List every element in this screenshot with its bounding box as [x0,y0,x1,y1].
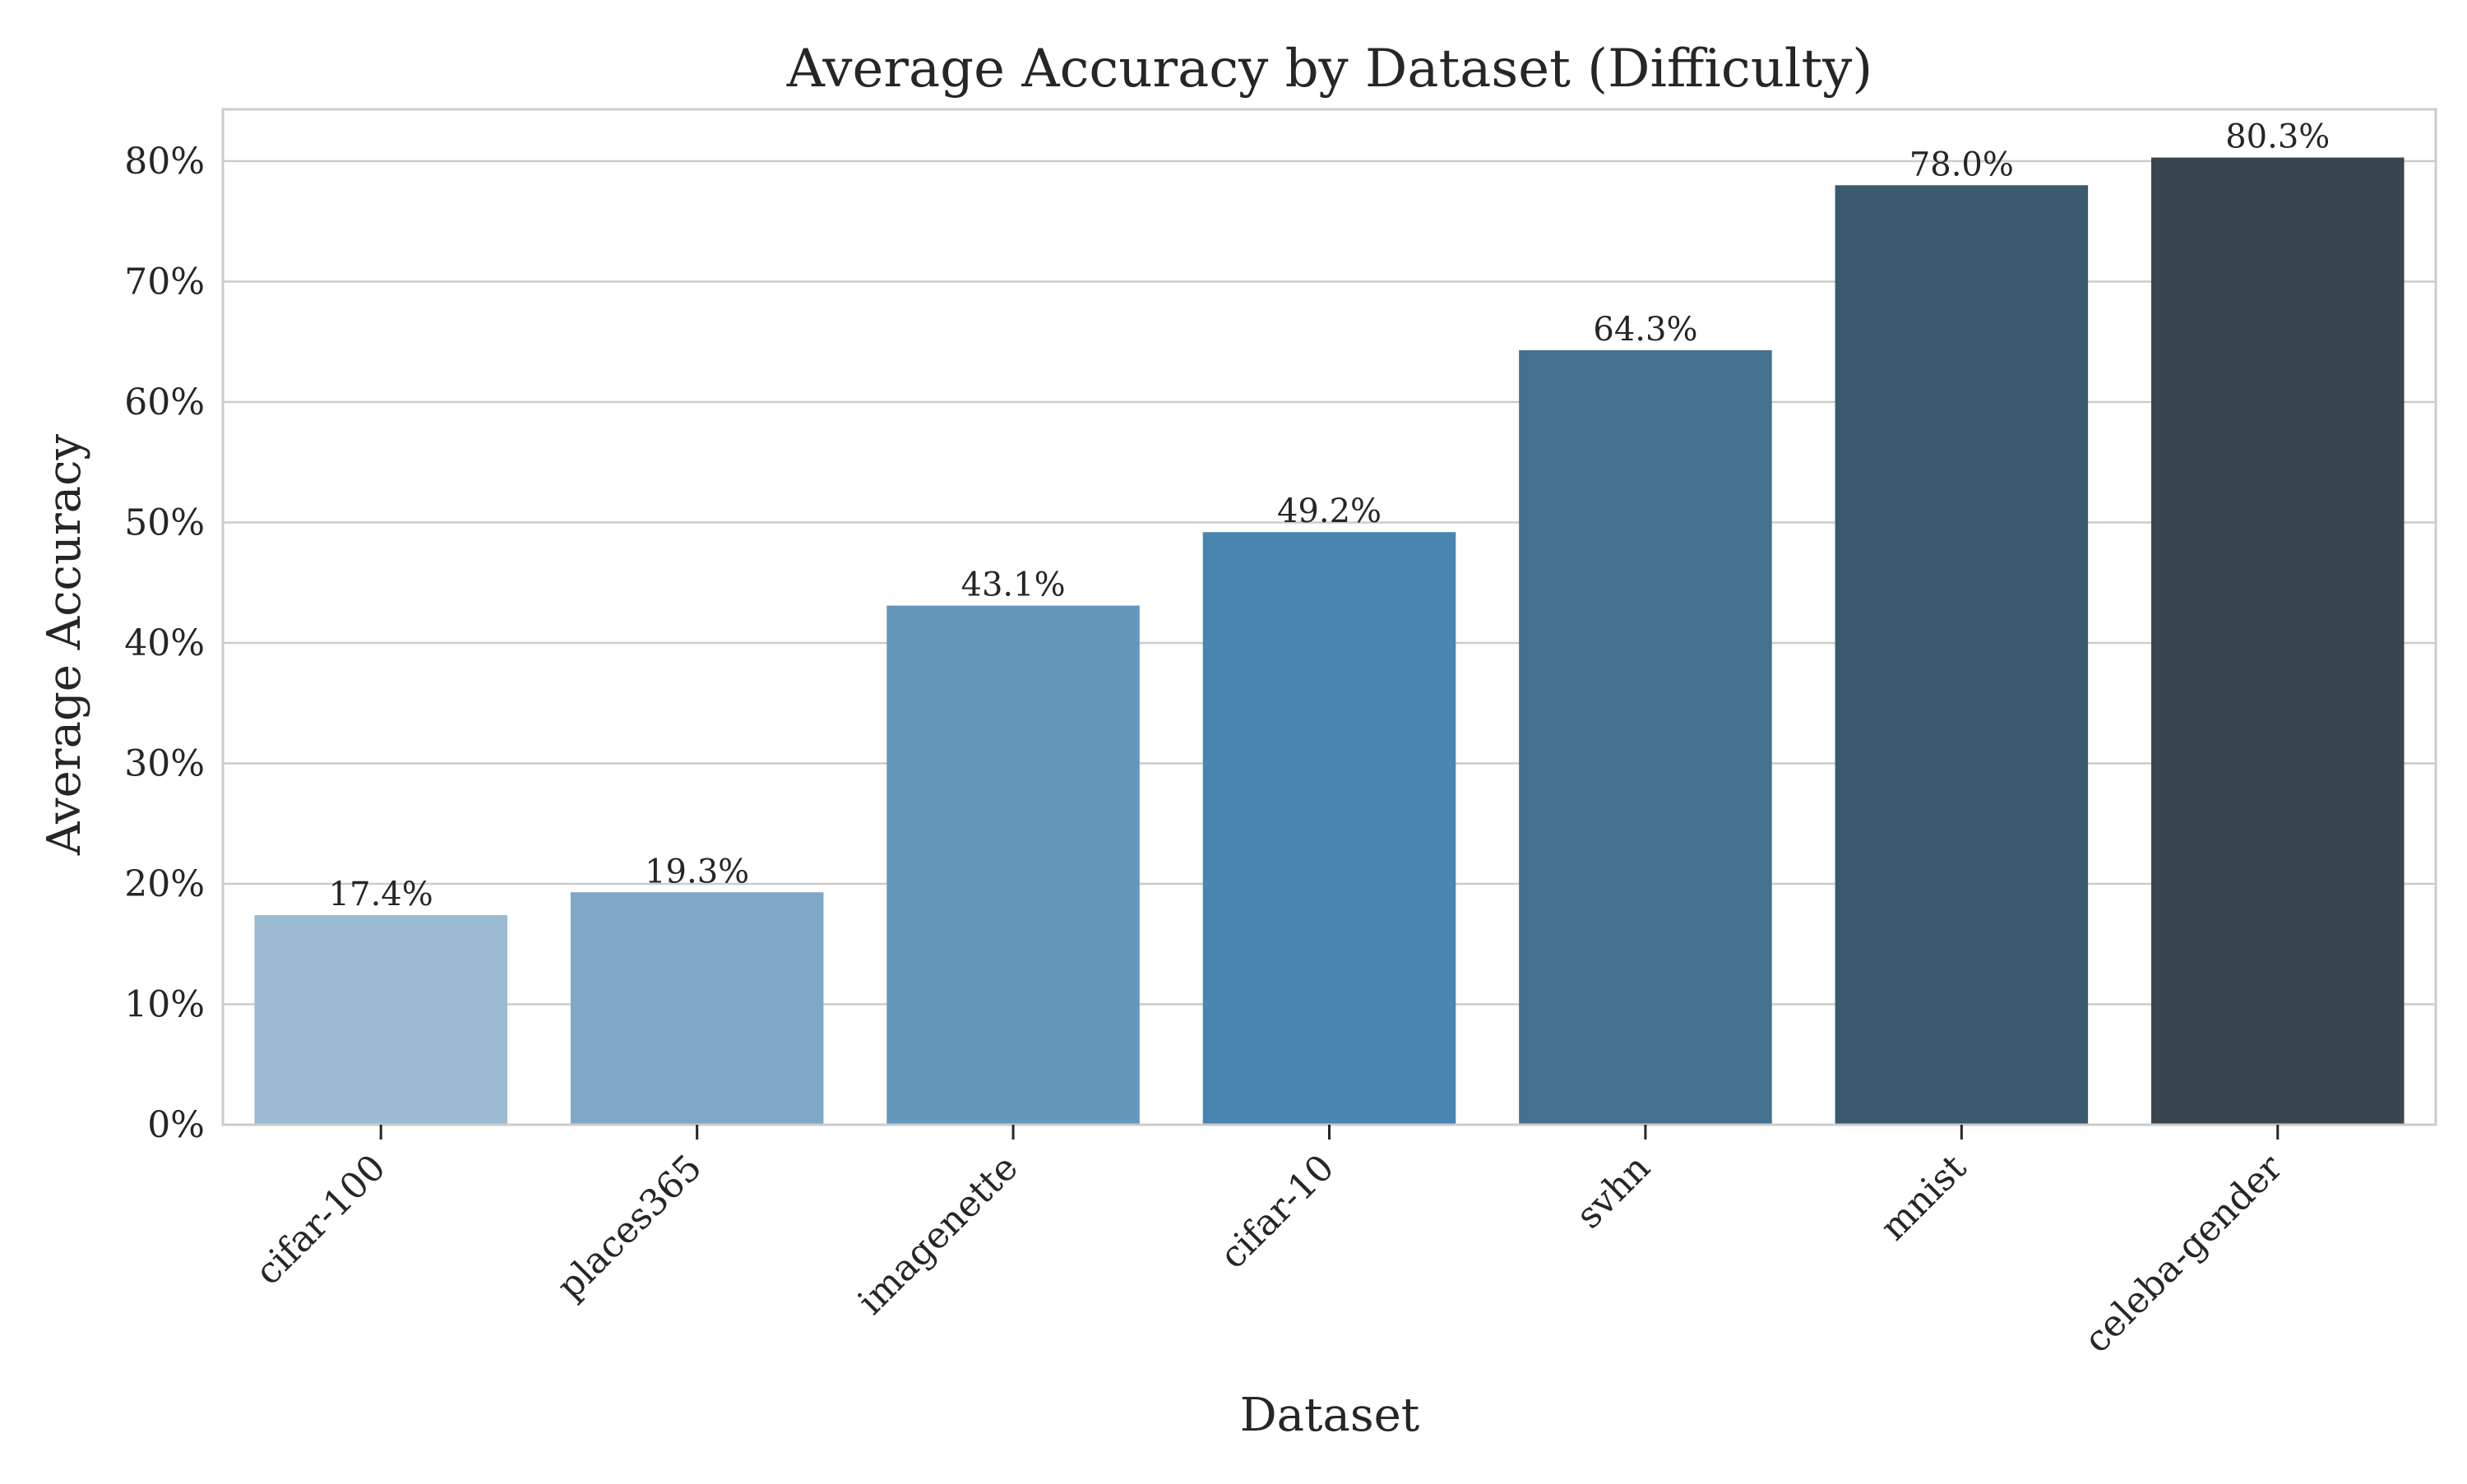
data-label: 43.1% [961,566,1066,604]
y-axis-label: Average Accuracy [38,434,91,857]
bars [254,157,2405,1126]
data-label: 19.3% [645,853,749,890]
data-label: 49.2% [1277,492,1382,530]
y-tick-label: 20% [124,863,205,905]
y-tick-label: 10% [124,983,205,1025]
y-tick-label: 30% [124,742,205,784]
bar-cifar-10 [1202,532,1456,1125]
bar-svhn [1519,350,1772,1125]
data-labels: 17.4% 19.3% 43.1% 49.2% 64.3% 78.0% 80.3% [329,118,2330,913]
bar-mnist [1835,185,2089,1125]
data-label: 78.0% [1909,146,2014,183]
data-label: 64.3% [1593,311,1697,349]
y-tick-label: 40% [124,622,205,664]
y-tick-label: 50% [124,502,205,543]
bar-celeba-gender [2151,157,2405,1126]
y-tick-label: 70% [124,261,205,303]
bar-cifar-100 [254,915,507,1125]
data-label: 80.3% [2225,118,2330,156]
x-axis-label: Dataset [1240,1389,1420,1442]
bar-imagenette [886,605,1140,1125]
bar-places365 [570,892,824,1125]
data-label: 17.4% [329,876,433,913]
chart-title: Average Accuracy by Dataset (Difficulty) [786,39,1872,99]
y-tick-label: 60% [124,381,205,423]
y-tick-label: 80% [124,141,205,183]
y-tick-label: 0% [147,1104,205,1146]
